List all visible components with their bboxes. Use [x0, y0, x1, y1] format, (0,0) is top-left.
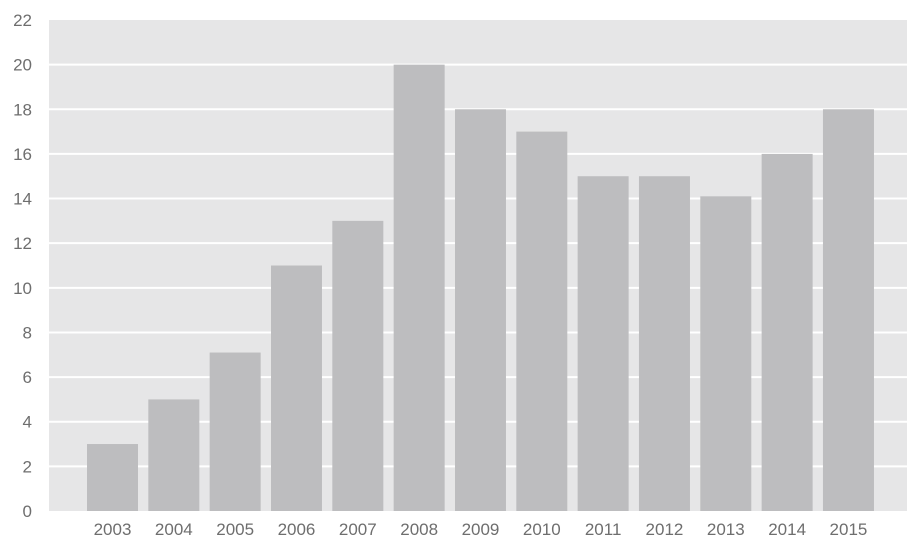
y-tick-label: 12	[13, 234, 32, 253]
y-tick-label: 2	[23, 457, 32, 476]
y-tick-label: 8	[23, 323, 32, 342]
bar-2015	[822, 109, 874, 511]
y-tick-label: 0	[23, 502, 32, 521]
y-tick-label: 6	[23, 368, 32, 387]
x-tick-label: 2013	[707, 520, 745, 539]
bar-2011	[577, 176, 629, 511]
y-tick-label: 20	[13, 56, 32, 75]
x-tick-label: 2003	[94, 520, 132, 539]
bar-2012	[638, 176, 690, 511]
y-tick-label: 10	[13, 279, 32, 298]
x-tick-label: 2012	[646, 520, 684, 539]
x-tick-label: 2004	[155, 520, 193, 539]
y-tick-label: 16	[13, 145, 32, 164]
bar-2003	[87, 444, 138, 511]
bar-2004	[148, 399, 200, 511]
bars	[87, 64, 874, 512]
bar-2010	[516, 131, 568, 511]
y-tick-label: 14	[13, 190, 32, 209]
bar-2007	[332, 220, 384, 511]
bar-2009	[454, 109, 506, 511]
y-axis: 0 2 4 6 8 10 12 14 16 18 20 22	[13, 11, 32, 521]
y-tick-label: 22	[13, 11, 32, 30]
x-tick-label: 2005	[216, 520, 254, 539]
y-tick-label: 18	[13, 100, 32, 119]
bar-2014	[761, 153, 813, 511]
x-tick-label: 2011	[585, 520, 622, 539]
x-tick-label: 2007	[339, 520, 377, 539]
bar-2006	[270, 265, 322, 511]
x-tick-label: 2006	[278, 520, 316, 539]
x-tick-label: 2015	[830, 520, 868, 539]
x-tick-label: 2008	[400, 520, 438, 539]
y-tick-label: 4	[23, 413, 32, 432]
bar-2005	[209, 352, 261, 511]
x-axis: 2003 2004 2005 2006 2007 2008 2009 2010 2011 2012…	[94, 520, 868, 539]
x-tick-label: 2009	[462, 520, 500, 539]
x-tick-label: 2010	[523, 520, 561, 539]
bar-2008	[393, 64, 445, 512]
bar-2013	[700, 196, 752, 511]
x-tick-label: 2014	[768, 520, 806, 539]
